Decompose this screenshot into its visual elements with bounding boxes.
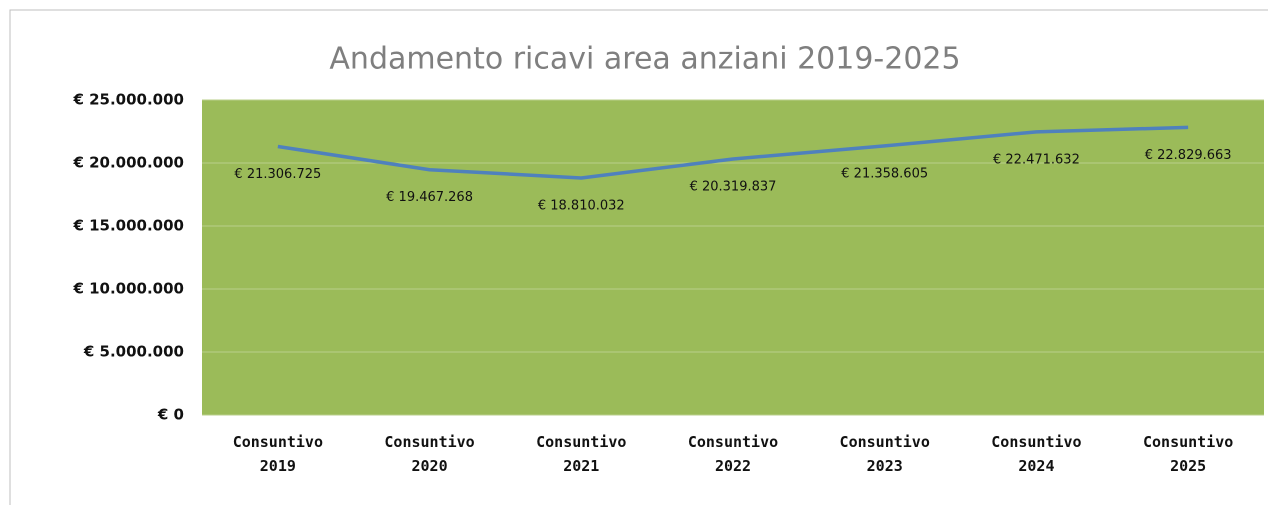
data-label: € 22.471.632 xyxy=(993,152,1080,167)
line-series xyxy=(277,125,1189,180)
data-label: € 18.810.032 xyxy=(538,198,625,213)
x-tick-label: Consuntivo 2021 xyxy=(536,433,627,475)
y-tick-label: € 5.000.000 xyxy=(83,343,184,361)
y-tick-label: € 15.000.000 xyxy=(72,217,184,235)
data-label: € 21.306.725 xyxy=(234,167,321,182)
x-tick-label: Consuntivo 2023 xyxy=(839,433,930,475)
data-label: € 21.358.605 xyxy=(841,166,928,181)
x-tick-label: Consuntivo 2019 xyxy=(232,433,323,475)
data-label: € 20.319.837 xyxy=(690,179,777,194)
x-tick-label: Consuntivo 2020 xyxy=(384,433,475,475)
x-tick-label: Consuntivo 2022 xyxy=(687,433,779,475)
x-tick-label: Consuntivo 2024 xyxy=(991,433,1082,475)
y-tick-label: € 0 xyxy=(157,406,184,424)
x-tick-label: Consuntivo 2025 xyxy=(1142,433,1234,475)
y-tick-label: € 10.000.000 xyxy=(72,280,184,298)
chart-title: Andamento ricavi area anziani 2019-2025 xyxy=(329,42,960,77)
data-label: € 22.829.663 xyxy=(1145,148,1232,163)
y-tick-label: € 20.000.000 xyxy=(72,154,184,172)
data-label: € 19.467.268 xyxy=(386,190,473,205)
plot-area xyxy=(202,100,1264,415)
y-tick-label: € 25.000.000 xyxy=(72,91,184,109)
